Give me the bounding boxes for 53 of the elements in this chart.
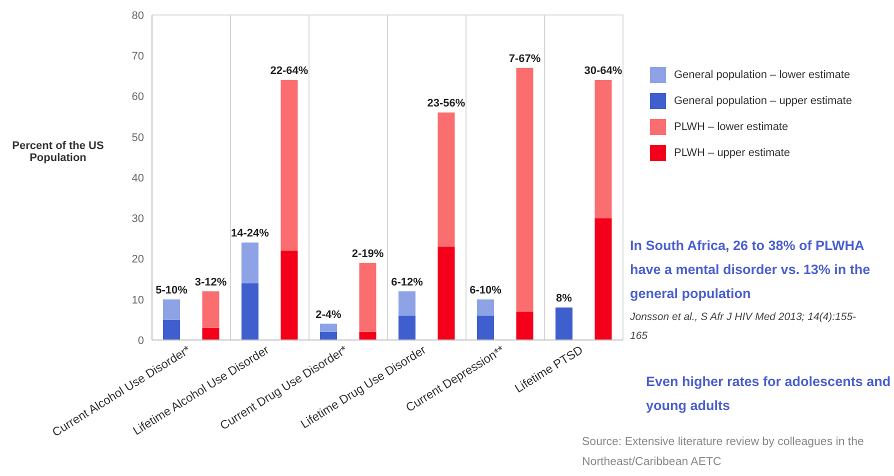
text: In South Africa, 26 to 38% of PLWHA have a mental disorder vs. 13% in the general population <box>630 237 872 303</box>
bar <box>476 316 494 340</box>
total-label: 14-24% <box>231 228 270 240</box>
legend-label: PLWH – upper estimate <box>674 147 790 159</box>
y-tick-label: 60 <box>132 91 144 104</box>
legend-label: General population – upper estimate <box>674 95 852 107</box>
bar <box>202 291 220 328</box>
y-axis-title: Percent of the US Population <box>11 140 105 164</box>
total-label: 2-4% <box>316 308 342 321</box>
legend-label: PLWH – lower estimate <box>674 121 788 133</box>
y-tick-label: 30 <box>132 213 144 226</box>
bar <box>241 242 258 284</box>
total-label: 5-10% <box>156 284 188 296</box>
total-label: 7-67% <box>508 52 541 65</box>
legend-label: General population – lower estimate <box>674 69 850 81</box>
y-tick-label: 40 <box>132 172 144 184</box>
total-label: 8% <box>556 292 572 304</box>
text: Even higher rates for adolescents and young adults <box>646 373 891 415</box>
bar <box>359 262 376 332</box>
y-tick-label: 20 <box>132 254 144 266</box>
y-tick-label: 0 <box>138 334 144 347</box>
bar <box>516 312 534 340</box>
bar <box>438 246 455 340</box>
bar <box>476 299 494 316</box>
bar <box>359 332 376 340</box>
total-label: 22-64% <box>270 65 308 77</box>
total-label: 2-19% <box>352 248 384 260</box>
text: Jonsson et al., S Afr J HIV Med 2013; 14(4):155-165 <box>630 310 858 344</box>
bar <box>594 80 612 218</box>
total-label: 6-10% <box>470 284 502 296</box>
bar <box>320 324 337 332</box>
bar <box>398 316 416 340</box>
y-tick-label: 80 <box>132 10 144 22</box>
total-label: 23-56% <box>427 98 466 110</box>
bar <box>280 80 298 251</box>
bar <box>162 299 180 320</box>
bar <box>594 218 612 340</box>
y-tick-label: 10 <box>132 294 144 306</box>
total-label: 6-12% <box>391 276 424 288</box>
total-label: 3-12% <box>194 276 227 288</box>
bar <box>398 291 416 316</box>
bar <box>202 328 220 340</box>
bar <box>555 308 572 340</box>
y-tick-label: 50 <box>132 132 144 144</box>
bar <box>438 112 455 247</box>
total-label: 30-64% <box>584 65 622 77</box>
bar <box>516 68 534 312</box>
source-note: Source: Extensive literature review by colleagues in the Northeast/Caribbean AETC <box>582 435 865 470</box>
bar <box>162 320 180 340</box>
bar <box>280 250 298 340</box>
bar <box>241 283 258 340</box>
y-tick-label: 70 <box>132 50 144 63</box>
bar <box>320 332 337 340</box>
